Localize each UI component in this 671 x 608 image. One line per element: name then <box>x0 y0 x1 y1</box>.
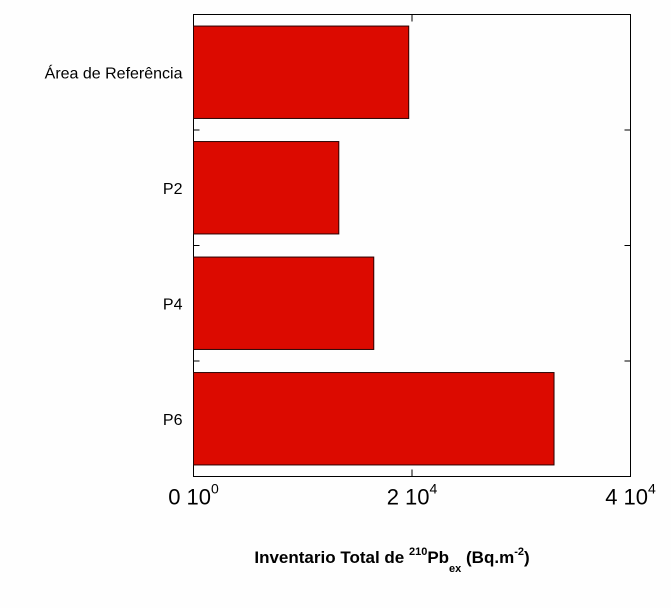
x-axis-title-mass-number: 210 <box>409 546 427 558</box>
category-label-p6: P6 <box>163 412 183 429</box>
x-tick-exponent-1: 4 <box>430 481 438 497</box>
bar-p6 <box>193 372 555 466</box>
x-axis-title-element: Pb <box>427 548 449 567</box>
bars-layer <box>193 25 555 466</box>
bar-p2 <box>193 141 340 235</box>
category-label-p2: P2 <box>163 181 183 198</box>
x-axis-title-prefix: Inventario Total de <box>254 548 409 567</box>
ticks-layer <box>193 14 631 477</box>
x-axis-title-subscript: ex <box>449 563 462 575</box>
x-tick-exponent-2: 4 <box>648 481 656 497</box>
x-axis-title-unit-open: (Bq.m <box>461 548 514 567</box>
x-tick-mantissa-0: 0 10 <box>168 485 211 510</box>
bar-p4 <box>193 256 375 350</box>
x-tick-label-2: 4 104 <box>605 481 656 510</box>
x-axis-title-unit-exponent: -2 <box>514 546 524 558</box>
x-tick-label-1: 2 104 <box>387 481 438 510</box>
x-tick-label-0: 0 100 <box>168 481 219 510</box>
x-tick-exponent-0: 0 <box>211 481 219 497</box>
x-axis-title: Inventario Total de 210Pbex (Bq.m-2) <box>254 546 529 575</box>
bar-area-de-referencia <box>193 25 410 119</box>
x-tick-mantissa-2: 4 10 <box>605 485 648 510</box>
x-tick-mantissa-1: 2 10 <box>387 485 430 510</box>
x-axis-title-unit-close: ) <box>524 548 530 567</box>
category-label-area-de-referencia: Área de Referência <box>45 63 183 82</box>
category-label-p4: P4 <box>163 296 183 313</box>
